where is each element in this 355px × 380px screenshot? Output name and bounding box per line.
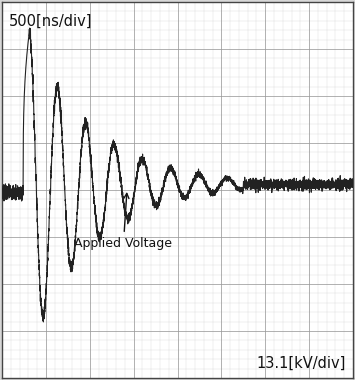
Text: 500[ns/div]: 500[ns/div] bbox=[9, 13, 93, 28]
Text: 13.1[kV/div]: 13.1[kV/div] bbox=[257, 355, 346, 370]
Text: Applied Voltage: Applied Voltage bbox=[75, 193, 173, 250]
